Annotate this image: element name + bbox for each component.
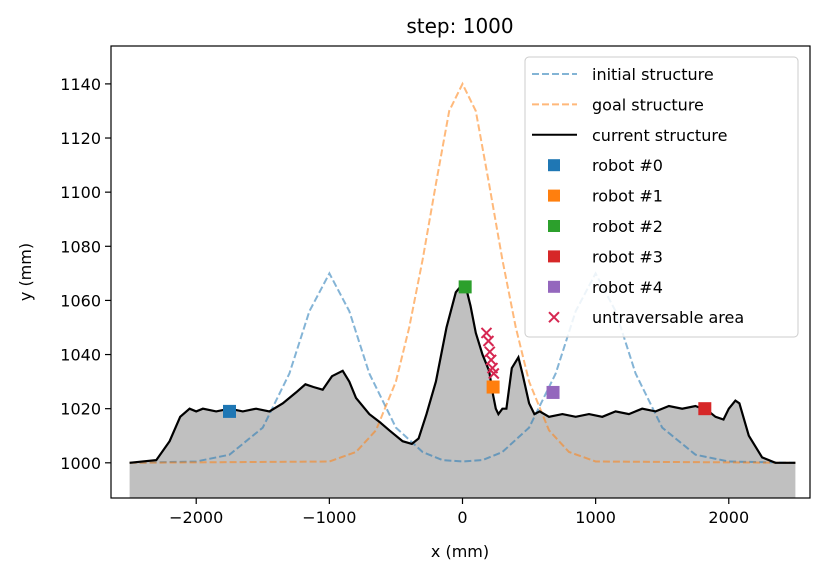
series-line-goal-structure — [129, 81, 796, 464]
untraversable-marker — [488, 367, 500, 380]
x-tick-label: 2000 — [708, 508, 749, 527]
y-axis-label: y (mm) — [16, 243, 35, 301]
legend-label: current structure — [592, 126, 727, 145]
series-line-initial-structure — [129, 271, 796, 464]
legend-frame — [524, 56, 799, 338]
untraversable-marker — [482, 335, 495, 347]
y-tick-label: 1060 — [60, 291, 101, 310]
legend-label: untraversable area — [592, 308, 744, 327]
legend-key-robot-2 — [548, 220, 560, 232]
y-tick-label: 1100 — [60, 183, 101, 202]
y-tick-label: 1040 — [60, 346, 101, 365]
y-tick-label: 1120 — [60, 129, 101, 148]
x-axis-label: x (mm) — [431, 542, 489, 561]
y-tick-label: 1140 — [60, 75, 101, 94]
legend-label: robot #0 — [592, 156, 663, 175]
legend-key-robot-3 — [548, 250, 560, 263]
legend: initial structure goal structure current s… — [524, 56, 799, 338]
legend-label: initial structure — [592, 65, 714, 84]
x-tick-label: −2000 — [169, 508, 223, 527]
legend-label: robot #4 — [592, 278, 663, 297]
axes-frame — [110, 45, 811, 499]
chart-title: step: 1000 — [406, 14, 513, 38]
y-tick-label: 1080 — [60, 237, 101, 256]
x-tick-label: 1000 — [575, 508, 616, 527]
legend-key-robot-1 — [548, 189, 560, 202]
y-tick-label: 1000 — [60, 454, 101, 473]
robot-marker-1 — [486, 380, 500, 394]
legend-key-untraversable-area — [548, 311, 560, 323]
legend-label: goal structure — [592, 95, 704, 114]
legend-label: robot #2 — [592, 217, 663, 236]
x-tick-label: 0 — [457, 508, 467, 527]
legend-label: robot #3 — [592, 247, 663, 266]
legend-label: robot #1 — [592, 187, 663, 206]
legend-key-robot-4 — [548, 280, 560, 293]
y-tick-label: 1020 — [60, 400, 101, 419]
series-line-current-structure — [129, 282, 796, 464]
robot-marker-2 — [458, 280, 472, 294]
robot-marker-4 — [546, 385, 560, 399]
robot-marker-0 — [222, 404, 236, 418]
x-tick-label: −1000 — [302, 508, 356, 527]
plot-area: −2000 −1000 0 1000 2000 1000 1020 1040 1060 1080 1… — [60, 45, 811, 527]
untraversable-marker — [480, 327, 493, 339]
legend-key-robot-0 — [548, 159, 560, 172]
robot-marker-3 — [698, 402, 712, 416]
current-structure-fill — [129, 284, 796, 498]
